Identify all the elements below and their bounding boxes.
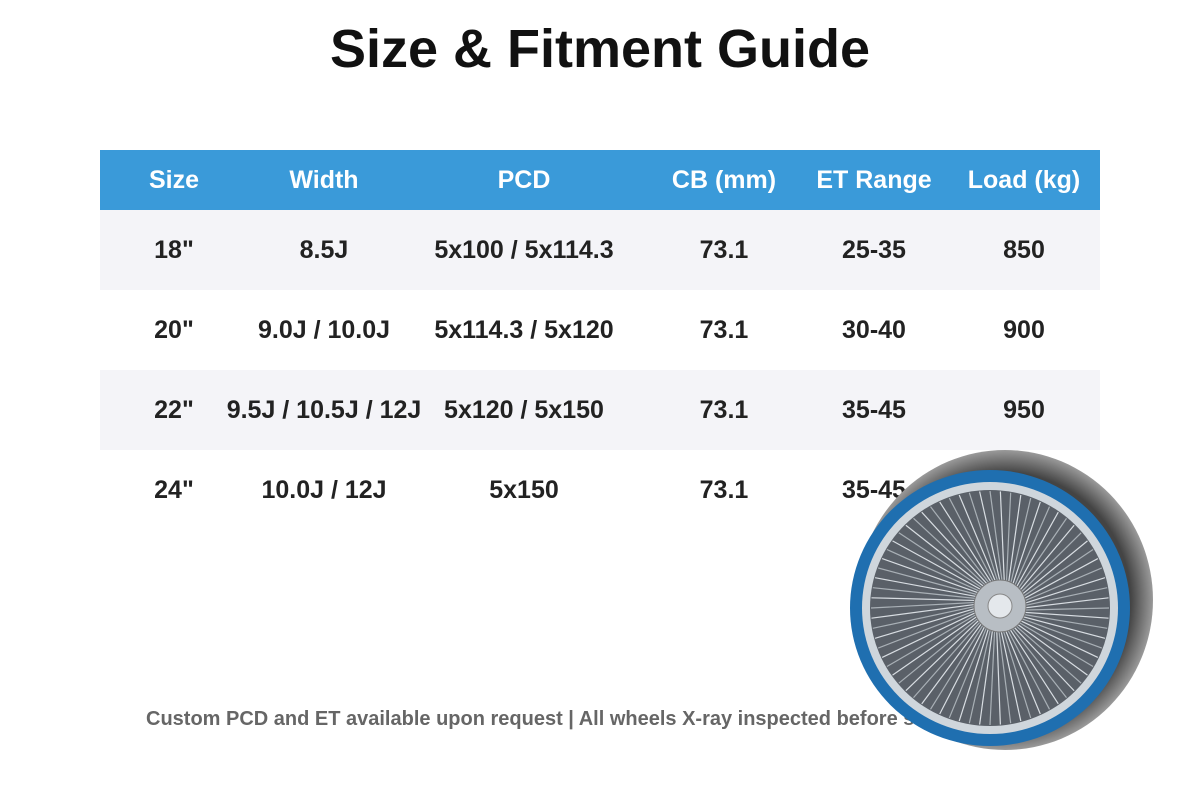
spoke [872, 587, 995, 602]
spoke [870, 600, 994, 609]
hub-cap [987, 593, 1013, 619]
spoke [898, 606, 993, 684]
table-cell: 900 [1003, 316, 1045, 344]
table-cell: 73.1 [699, 236, 749, 264]
column-header: PCD [497, 166, 551, 194]
spoke [871, 601, 994, 619]
table-cell: 950 [1003, 396, 1045, 424]
table-cell: 25-35 [842, 236, 906, 264]
column-header: ET Range [816, 166, 932, 194]
spoke [939, 609, 994, 715]
table-cell: 73.1 [699, 316, 749, 344]
column-header: Width [289, 166, 359, 194]
spoke [892, 605, 993, 676]
column-header: CB (mm) [671, 166, 777, 194]
spoke [872, 602, 993, 629]
spoke [886, 548, 997, 600]
footer-note: Custom PCD and ET available upon request… [146, 708, 987, 730]
table-cell: 8.5J [299, 236, 349, 264]
table-cell: 30-40 [842, 316, 906, 344]
table-row [100, 290, 1100, 370]
spoke [874, 602, 993, 639]
spoke [913, 607, 993, 699]
spoke [871, 597, 994, 602]
table-cell: 5x114.3 / 5x120 [434, 316, 614, 344]
spoke [878, 567, 996, 601]
table-cell: 24" [154, 476, 194, 504]
table-row [100, 370, 1100, 450]
spoke [921, 608, 993, 705]
spoke [881, 557, 997, 600]
spoke [929, 609, 994, 710]
spoke [877, 603, 993, 649]
page-title: Size & Fitment Guide [329, 19, 871, 79]
table-cell: 35-45 [842, 396, 906, 424]
table-cell: 850 [1003, 236, 1045, 264]
header-row [100, 150, 1100, 210]
spoke [881, 604, 993, 658]
table-cell: 20" [154, 316, 194, 344]
table-cell: 10.0J / 12J [261, 476, 387, 504]
spoke [892, 540, 998, 600]
table-row [100, 210, 1100, 290]
table-cell: 73.1 [699, 476, 749, 504]
column-header: Load (kg) [967, 166, 1081, 194]
column-header: Size [148, 166, 200, 194]
table-cell: 5x100 / 5x114.3 [434, 236, 614, 264]
table-cell: 5x120 / 5x150 [444, 396, 604, 424]
table-cell: 9.5J / 10.5J / 12J [226, 396, 422, 424]
table-cell: 5x150 [489, 476, 559, 504]
table-cell: 9.0J / 10.0J [257, 316, 391, 344]
table-cell: 73.1 [699, 396, 749, 424]
table-cell: 18" [154, 236, 194, 264]
spoke [874, 577, 995, 601]
table-cell: 22" [154, 396, 194, 424]
spoke [905, 607, 993, 692]
spoke [886, 604, 993, 668]
wheel-image [850, 450, 1153, 750]
